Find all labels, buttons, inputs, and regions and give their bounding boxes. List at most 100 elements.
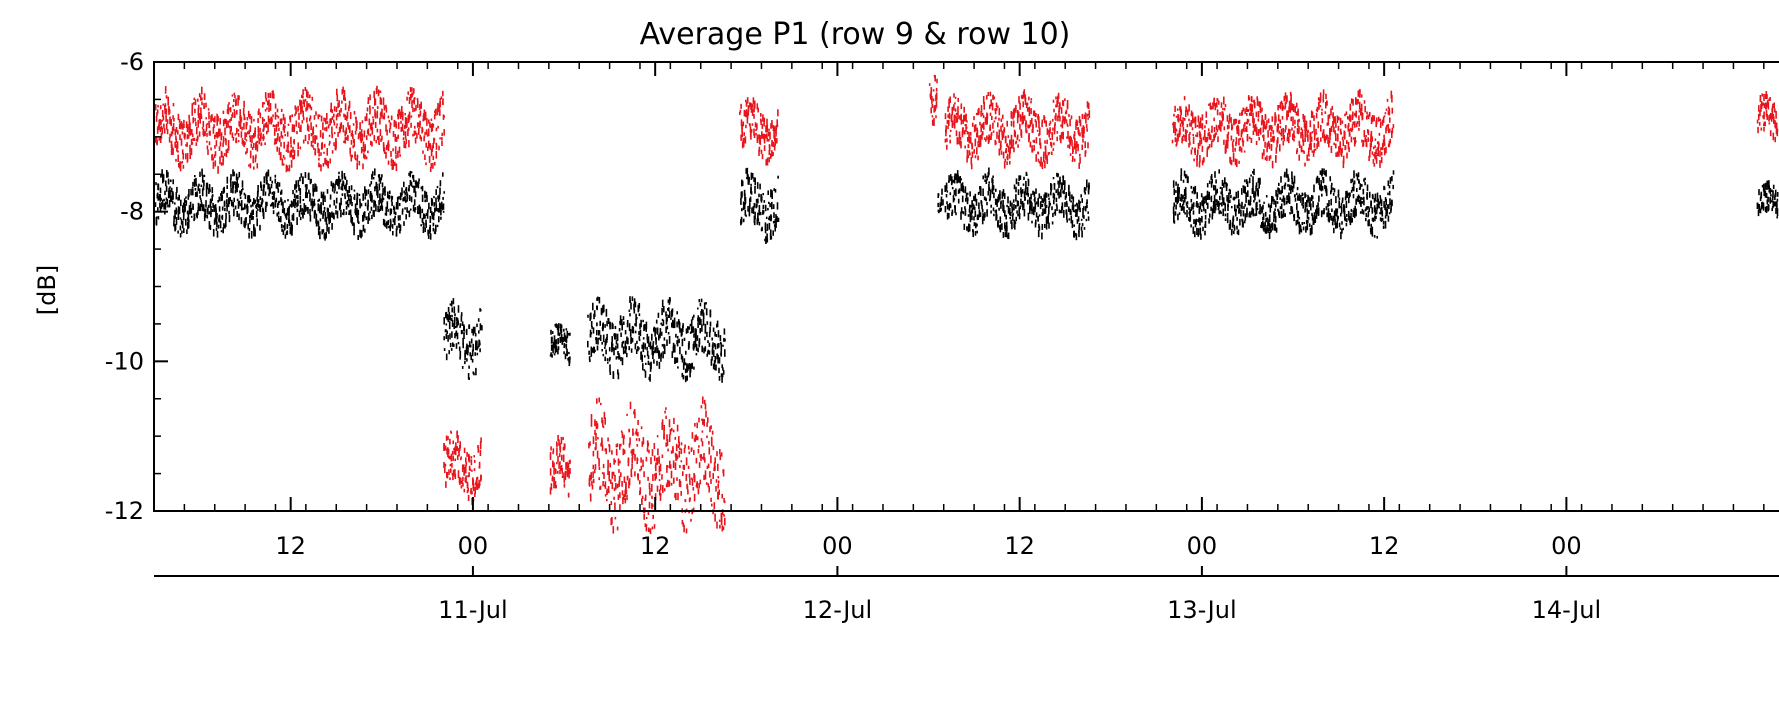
data-point (617, 356, 619, 359)
data-point (1201, 145, 1204, 152)
data-point (1018, 175, 1020, 181)
data-point (451, 307, 453, 313)
data-point (1286, 95, 1288, 102)
data-point (680, 460, 683, 463)
data-point (1075, 122, 1077, 130)
data-point (1380, 147, 1382, 151)
data-point (597, 337, 599, 345)
data-point (712, 363, 715, 370)
data-point (367, 150, 369, 154)
data-point (974, 155, 977, 159)
data-point (637, 306, 640, 312)
data-point (1021, 189, 1024, 194)
data-point (1030, 108, 1032, 115)
data-point (986, 209, 988, 213)
data-point (741, 191, 743, 198)
data-point (744, 136, 747, 144)
data-point (1312, 150, 1315, 157)
data-point (416, 132, 418, 139)
data-point (1757, 128, 1759, 134)
data-point (304, 172, 307, 178)
data-point (1031, 148, 1034, 153)
data-point (936, 78, 938, 84)
data-point (641, 495, 644, 500)
data-point (342, 124, 345, 133)
data-point (694, 423, 696, 427)
data-point (741, 180, 744, 186)
data-point (331, 126, 333, 135)
data-point (329, 194, 332, 200)
data-point (1264, 114, 1267, 120)
data-point (412, 204, 415, 212)
data-point (246, 117, 249, 121)
data-point (260, 184, 263, 191)
data-point (372, 106, 374, 109)
data-point (625, 489, 628, 495)
data-point (1317, 137, 1319, 145)
data-point (1072, 155, 1074, 161)
data-point (1052, 177, 1055, 180)
data-point (358, 160, 361, 166)
data-point (939, 202, 941, 207)
data-point (474, 493, 476, 498)
data-point (557, 435, 559, 441)
data-point (323, 210, 326, 212)
data-point (358, 133, 360, 138)
data-point (248, 196, 250, 204)
data-point (353, 223, 355, 231)
data-point (1177, 137, 1179, 142)
data-segment (928, 74, 938, 126)
data-point (156, 112, 158, 117)
data-point (1338, 148, 1340, 157)
data-point (425, 142, 427, 148)
data-point (997, 219, 999, 228)
data-point (392, 148, 394, 152)
data-point (310, 178, 312, 183)
data-point (603, 411, 606, 419)
data-point (455, 442, 457, 450)
data-point (335, 140, 337, 149)
data-point (185, 218, 187, 226)
data-point (626, 320, 629, 324)
data-point (649, 488, 651, 496)
data-point (442, 172, 444, 177)
data-point (349, 112, 352, 119)
data-point (274, 103, 277, 109)
data-point (712, 327, 715, 332)
data-point (438, 202, 441, 209)
data-point (161, 110, 164, 118)
data-point (771, 121, 773, 128)
data-point (390, 210, 392, 214)
data-point (282, 124, 285, 127)
data-point (1060, 107, 1063, 114)
data-point (318, 114, 321, 117)
data-point (1221, 120, 1223, 127)
data-point (1208, 144, 1211, 148)
data-point (683, 447, 686, 454)
data-point (360, 230, 363, 237)
data-point (330, 117, 332, 124)
data-point (977, 109, 979, 116)
data-point (469, 468, 471, 471)
data-point (554, 323, 557, 327)
data-point (1390, 90, 1393, 97)
data-point (1367, 115, 1370, 120)
data-point (615, 333, 617, 340)
data-point (568, 357, 571, 364)
data-point (406, 196, 408, 202)
data-point (1372, 146, 1375, 150)
data-point (1034, 222, 1037, 228)
data-point (214, 151, 217, 157)
data-point (630, 348, 633, 353)
data-point (1060, 189, 1062, 198)
data-point (277, 115, 280, 119)
data-point (1380, 156, 1383, 164)
data-point (347, 106, 350, 112)
data-point (306, 117, 308, 123)
data-point (173, 117, 175, 122)
data-point (697, 322, 699, 328)
data-point (683, 464, 685, 470)
data-point (394, 146, 397, 155)
data-point (480, 474, 482, 481)
data-point (1314, 148, 1317, 151)
